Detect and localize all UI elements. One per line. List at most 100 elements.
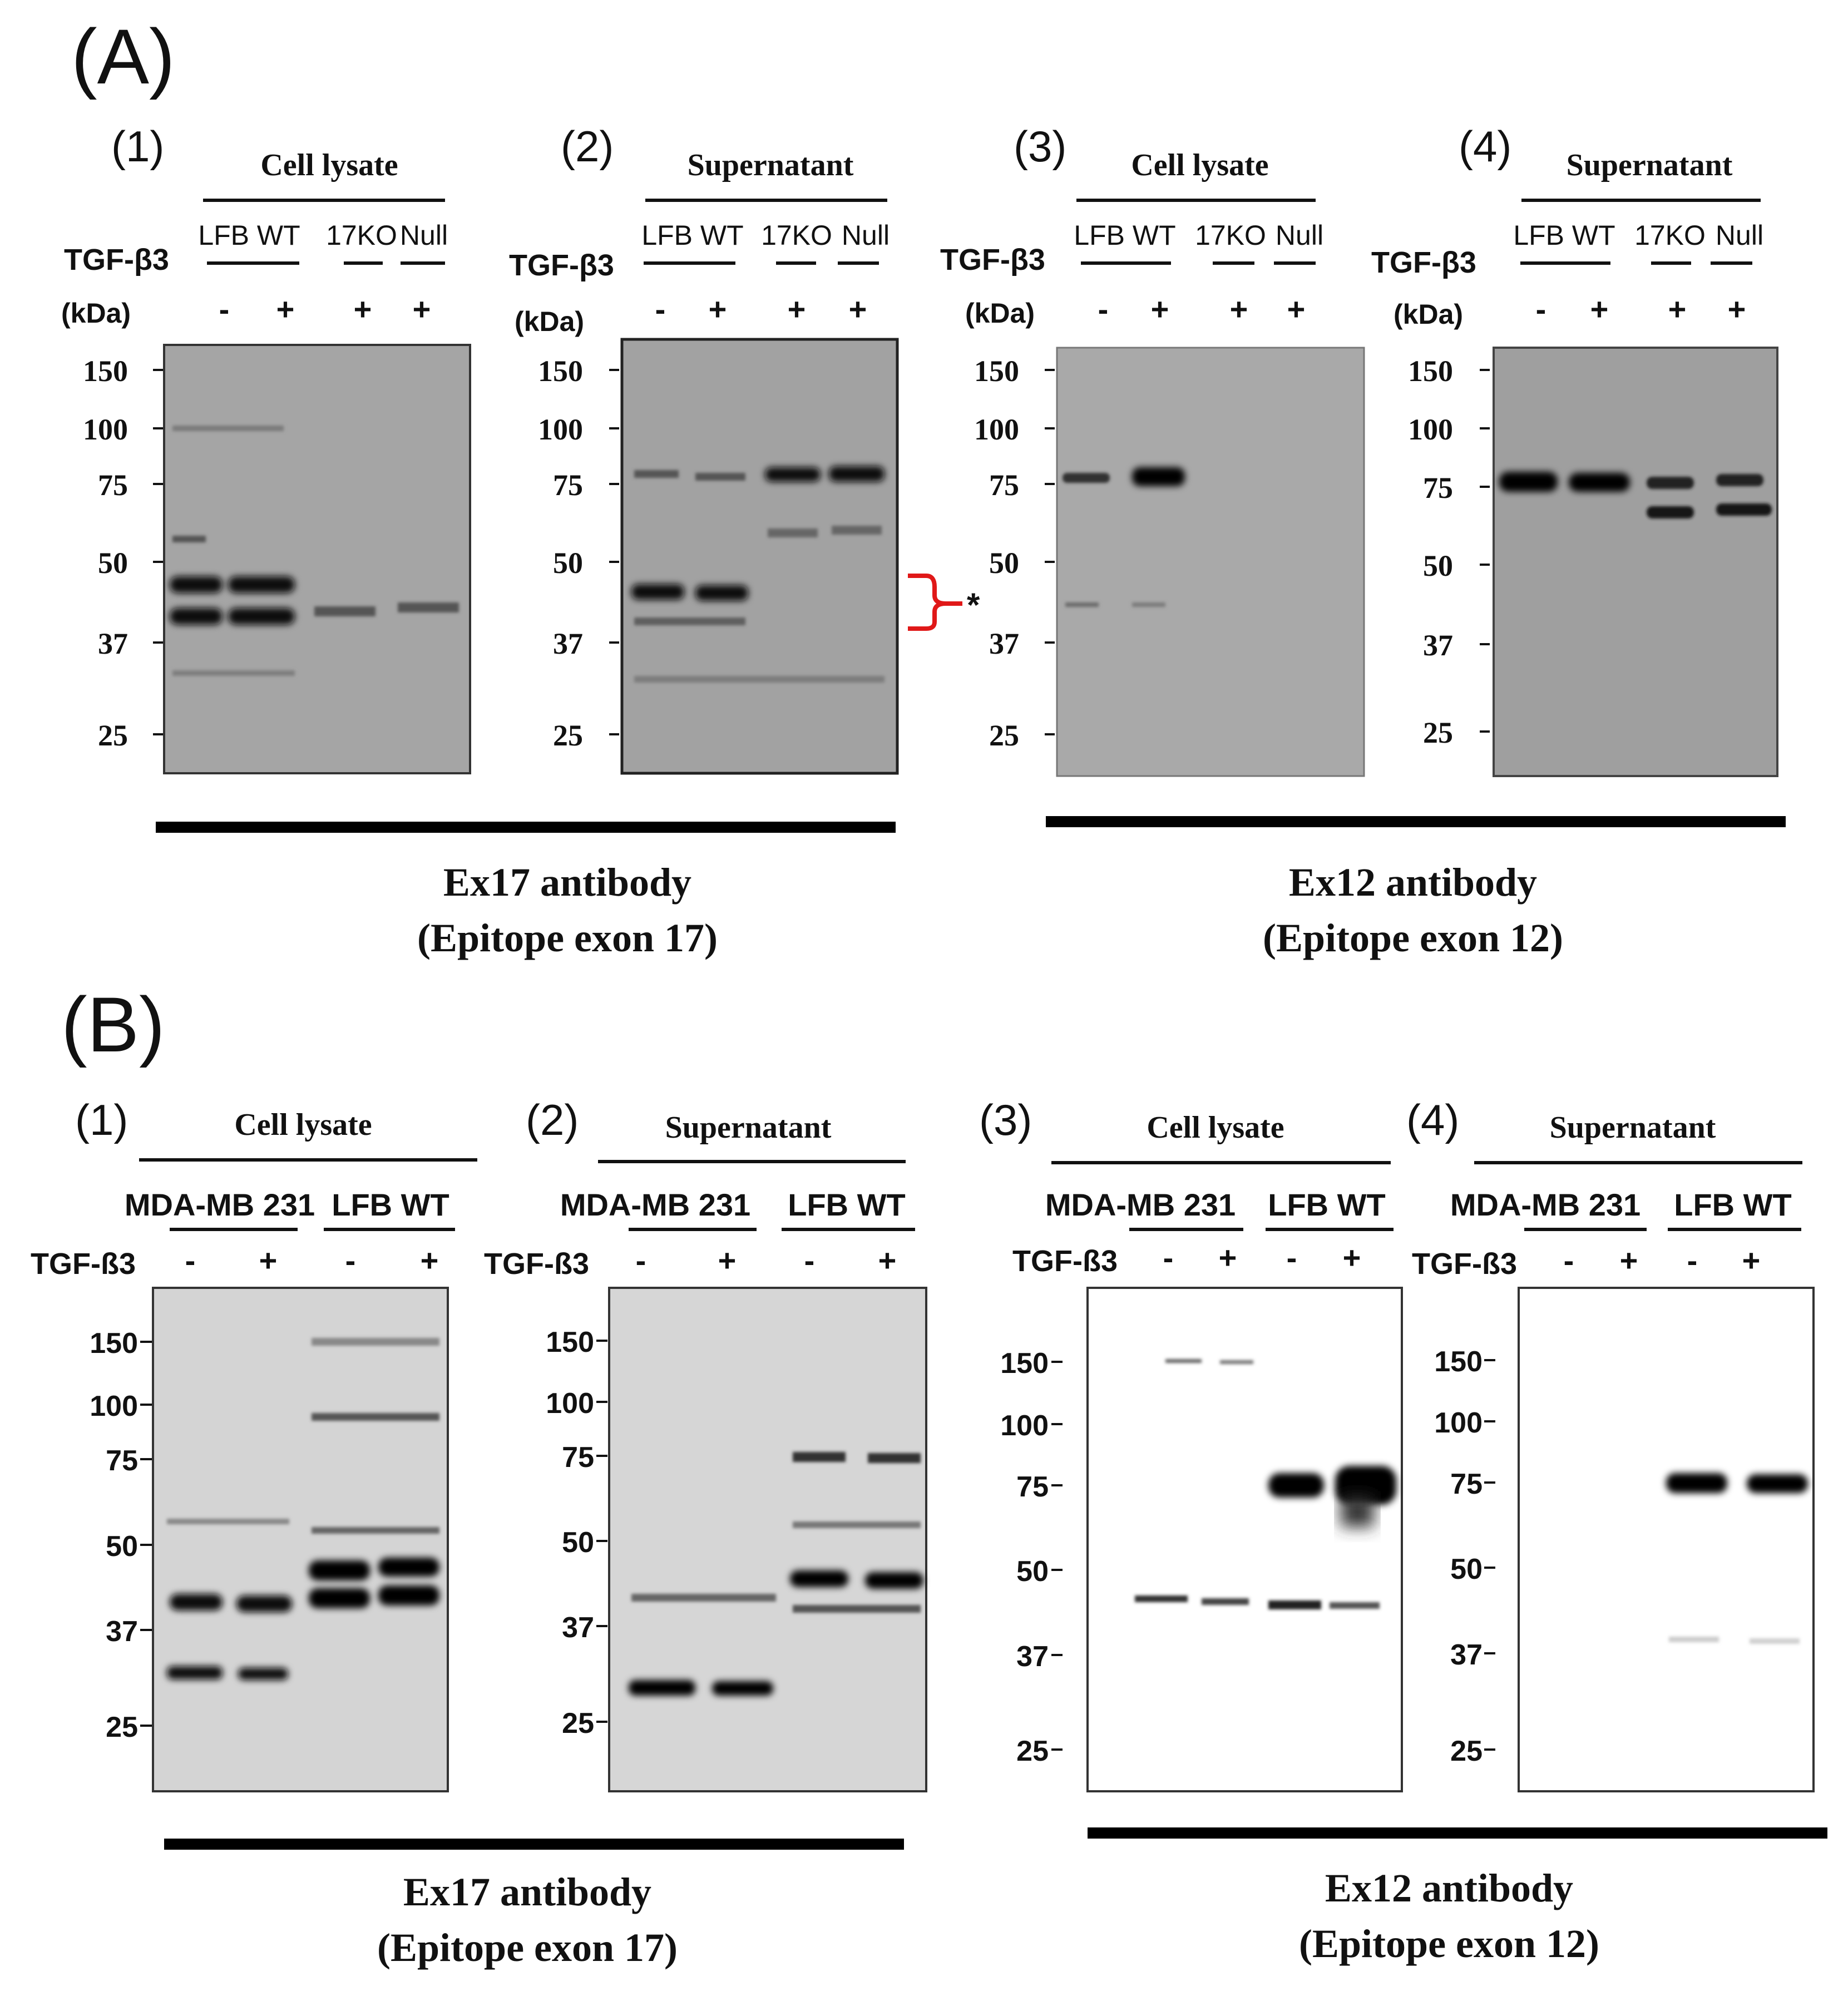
mw-label-75: 75	[1423, 471, 1453, 505]
mw-label-25: 25	[1450, 1735, 1483, 1767]
panel-b4-bands	[1666, 1473, 1808, 1644]
mw-label-150: 150	[90, 1327, 138, 1360]
band	[1747, 1474, 1808, 1493]
panel-a1-sign: +	[354, 292, 372, 327]
panel-a1-group-lfb-wt: LFB WT	[198, 220, 300, 251]
panel-b3-sign: +	[1343, 1240, 1361, 1275]
mw-label-100: 100	[1434, 1407, 1483, 1439]
band	[1202, 1598, 1249, 1605]
band	[793, 1452, 846, 1462]
band	[312, 1527, 439, 1534]
band	[695, 585, 748, 601]
mw-label-100: 100	[546, 1387, 594, 1420]
band	[1135, 1595, 1188, 1602]
panel-b4-sign: +	[1742, 1243, 1761, 1278]
panel-b3-sign: +	[1219, 1240, 1237, 1275]
mw-label-100: 100	[1000, 1410, 1049, 1442]
panel-b2-group-mda: MDA-MB 231	[560, 1187, 750, 1222]
panel-a3-group-lfb-wt: LFB WT	[1074, 220, 1175, 251]
band	[1268, 1600, 1321, 1609]
section-b-label: (B)	[61, 981, 165, 1068]
panel-b4-treatment-label: TGF-ß3	[1412, 1247, 1517, 1281]
panel-a2-title: Supernatant	[688, 148, 854, 182]
mw-label-75: 75	[1450, 1468, 1483, 1500]
band	[167, 1519, 289, 1524]
panel-a3-blot	[1056, 347, 1365, 777]
mw-label-150: 150	[1434, 1346, 1483, 1378]
panel-a4-group-null: Null	[1716, 220, 1763, 251]
band	[1330, 1602, 1380, 1609]
panel-b3-title: Cell lysate	[1147, 1110, 1284, 1145]
panel-b4-markers: 150 100 75 50 37 25	[1434, 1346, 1495, 1767]
band	[378, 1585, 439, 1605]
mw-label-25: 25	[989, 719, 1019, 752]
mw-label-50: 50	[106, 1530, 138, 1563]
band	[238, 1668, 288, 1680]
panel-b3: (3) Cell lysate MDA-MB 231 LFB WT TGF-ß3…	[979, 1095, 1403, 1792]
panel-a4-sign: +	[1590, 292, 1609, 327]
band	[631, 584, 684, 600]
band	[228, 576, 295, 593]
panel-a2-group-null: Null	[842, 220, 890, 251]
band	[1341, 1496, 1374, 1527]
band	[793, 1605, 921, 1613]
panel-a1-group-null: Null	[400, 220, 448, 251]
panel-a4-markers: 150 100 75 50 37 25	[1408, 354, 1490, 749]
panel-a1-sign: +	[276, 292, 295, 327]
panel-b1-group-lfb: LFB WT	[332, 1187, 449, 1222]
panel-b3-sign: -	[1287, 1240, 1297, 1275]
panel-b1-group-mda: MDA-MB 231	[125, 1187, 315, 1222]
section-b-ex12-caption-sub: (Epitope exon 12)	[1299, 1921, 1599, 1966]
section-a-ex12-caption-sub: (Epitope exon 12)	[1263, 916, 1563, 960]
panel-a1-sign: -	[219, 292, 230, 327]
panel-a1-kda-label: (kDa)	[61, 298, 131, 329]
band	[1165, 1359, 1202, 1363]
band	[378, 1558, 439, 1577]
mw-label-75: 75	[989, 468, 1019, 502]
panel-b2-sign: +	[718, 1243, 737, 1278]
band	[768, 528, 818, 537]
section-a-ex17-caption: Ex17 antibody	[443, 860, 691, 905]
band	[1669, 1637, 1719, 1642]
panel-a2: (2) Supernatant LFB WT 17KO Null TGF-β3 …	[509, 122, 980, 775]
mw-label-150: 150	[83, 354, 128, 388]
panel-a4-bands	[1499, 472, 1772, 518]
panel-b1-number: (1)	[75, 1095, 128, 1144]
band	[1750, 1638, 1800, 1644]
panel-b3-sign: -	[1163, 1240, 1174, 1275]
panel-b1-title: Cell lysate	[234, 1108, 372, 1142]
panel-a1-bands	[170, 426, 459, 676]
band	[1335, 1466, 1396, 1505]
mw-label-50: 50	[553, 546, 583, 580]
band	[170, 576, 223, 593]
mw-label-37: 37	[98, 627, 128, 660]
panel-b4-group-mda: MDA-MB 231	[1450, 1187, 1641, 1222]
band	[832, 526, 882, 535]
panel-a2-blot	[620, 338, 899, 775]
mw-label-25: 25	[106, 1711, 138, 1743]
panel-a2-number: (2)	[561, 122, 614, 171]
panel-a4-kda-label: (kDa)	[1394, 299, 1463, 330]
mw-label-150: 150	[538, 354, 583, 388]
panel-b1-sign: +	[259, 1243, 278, 1278]
band	[236, 1595, 292, 1612]
mw-label-37: 37	[989, 627, 1019, 660]
band	[868, 1453, 921, 1463]
panel-a1-group-17ko: 17KO	[326, 220, 397, 251]
panel-b1-treatment-label: TGF-ß3	[31, 1247, 136, 1281]
band	[793, 1521, 921, 1528]
panel-a2-sign: +	[788, 292, 806, 327]
mw-label-75: 75	[98, 468, 128, 502]
band	[398, 602, 459, 612]
panel-b4-title: Supernatant	[1550, 1110, 1716, 1145]
panel-b1-bands	[167, 1338, 439, 1680]
panel-b1-sign: -	[345, 1243, 356, 1278]
asterisk-marker: *	[967, 586, 980, 624]
panel-b1-blot	[152, 1287, 449, 1792]
band	[634, 470, 679, 478]
mw-label-50: 50	[562, 1526, 594, 1559]
mw-label-50: 50	[989, 546, 1019, 580]
panel-a3-bands	[1063, 467, 1185, 607]
panel-b1-markers: 150 100 75 50 37 25	[90, 1327, 153, 1743]
panel-a1-blot	[163, 344, 471, 774]
